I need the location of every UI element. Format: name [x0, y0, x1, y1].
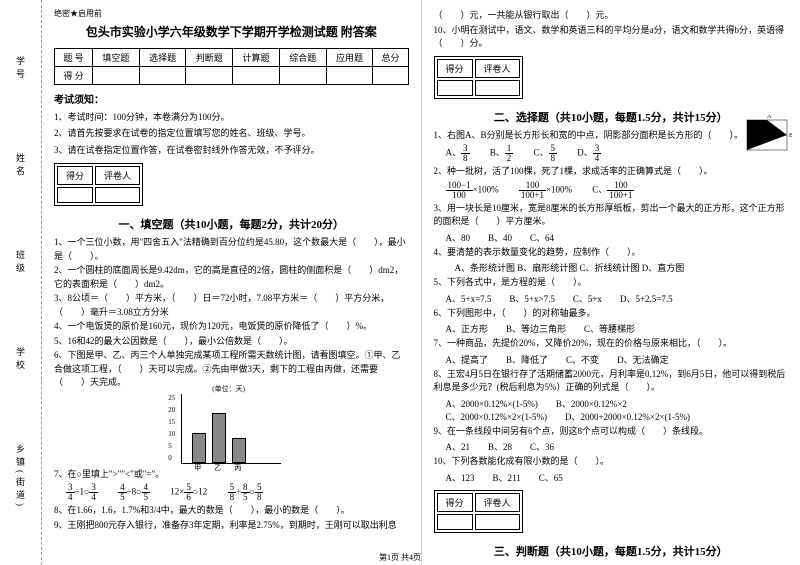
q2-1-opts: A、38 B、12 C、58 D、34	[446, 144, 789, 163]
notice-2: 2、请首先按要求在试卷的指定位置填写您的姓名、班级、学号。	[54, 126, 409, 140]
page-footer: 第1页 共4页	[379, 552, 421, 563]
q2-2: 2、种一批树，活了100棵，死了1棵，求成活率的正确算式是（ ）。	[434, 165, 789, 179]
y-0: 0	[168, 454, 172, 462]
q2-3-opts: A、80 B、40 C、64	[446, 231, 789, 244]
blank-cell	[279, 67, 326, 85]
score-box: 得分评卷人	[54, 163, 143, 206]
chart-unit: (单位：天)	[212, 384, 245, 394]
svg-text:B: B	[789, 133, 792, 139]
score-box-c2: 评卷人	[95, 166, 140, 185]
blank-cell	[186, 67, 233, 85]
notice-3: 3、请在试卷指定位置作答，在试卷密封线外作答无效，不予评分。	[54, 143, 409, 157]
score-table: 题 号 填空题 选择题 判断题 计算题 综合题 应用题 总分 得 分	[54, 48, 409, 85]
q1-3: 3、8公顷＝（ ）平方米，（ ）日＝72小时，7.08平方米＝（ ）平方分米，（…	[54, 292, 409, 319]
margin-xuexiao: 学校	[14, 347, 27, 373]
row2-label: 得 分	[55, 67, 93, 85]
q1-2: 2、一个圆柱的底面周长是9.42dm，它的高是直径的2倍，圆柱的侧面积是（ ）d…	[54, 264, 409, 291]
blank-cell	[233, 67, 280, 85]
y-15: 15	[168, 418, 175, 426]
q2-10-opts: A、123 B、211 C、65	[446, 471, 789, 484]
th-5: 综合题	[279, 49, 326, 67]
q1-5: 5、16和42的最大公因数是（ ），最小公倍数是（ ）。	[54, 335, 409, 349]
q1-7-opts: 34÷1○34 45÷8○45 12×56○12 58÷85○58	[66, 483, 409, 502]
score-box-3: 得分评卷人	[434, 490, 523, 533]
q2-6-opts: A、正方形 B、等边三角形 C、等腰梯形	[446, 322, 789, 335]
margin-xingming: 姓名	[14, 153, 27, 179]
y-10: 10	[168, 430, 175, 438]
th-3: 判断题	[186, 49, 233, 67]
exam-title: 包头市实验小学六年级数学下学期开学检测试题 附答案	[54, 23, 409, 40]
blank-cell	[92, 67, 139, 85]
q1-8: 8、在1.66，1.6，1.7%和3/4中，最大的数是（ ），最小的数是（ ）。	[54, 504, 409, 518]
blank-cell	[57, 187, 93, 203]
score-box-c1: 得分	[57, 166, 93, 185]
th-7: 总分	[373, 49, 408, 67]
y-25: 25	[168, 394, 175, 402]
confidential-label: 绝密★启用前	[54, 8, 409, 19]
blank-cell	[373, 67, 408, 85]
q2-3: 3、用一块长是10厘米，宽是8厘米的长方形厚纸板，剪出一个最大的正方形，这个正方…	[434, 202, 789, 229]
score-box-2: 得分评卷人	[434, 56, 523, 99]
q1-1: 1、一个三位小数，用"四舍五入"法精确到百分位约是45.80，这个数最大是（ ）…	[54, 236, 409, 263]
q2-9-opts: A、21 B、28 C、36	[446, 440, 789, 453]
y-5: 5	[168, 442, 172, 450]
q2-4-opts: A、条形统计图 B、扇形统计图 C、折线统计图 D、直方图	[446, 261, 789, 274]
th-2: 选择题	[139, 49, 186, 67]
svg-text:A: A	[767, 115, 772, 120]
bar-chart: (单位：天) 25 20 15 10 5 0 甲 乙 丙	[181, 394, 281, 464]
blank-cell	[139, 67, 186, 85]
q2-7-opts: A、提高了 B、降低了 C、不变 D、无法确定	[446, 353, 789, 366]
section3-title: 三、判断题（共10小题，每题1.5分，共计15分）	[434, 543, 789, 559]
blank-cell	[326, 67, 373, 85]
q2-7: 7、一种商品，先提价20%，又降价20%，现在的价格与原来相比，（ ）。	[434, 337, 789, 351]
x-jia: 甲	[194, 463, 201, 473]
th-0: 题 号	[55, 49, 93, 67]
notice-1: 1、考试时间：100分钟，本卷满分为100分。	[54, 110, 409, 124]
q2-5-opts: A、5+x=7.5 B、5+x>7.5 C、5+x D、5+2.5=7.5	[446, 292, 789, 305]
bar-1	[192, 433, 206, 463]
q2-5: 5、下列各式中，是方程的是（ ）。	[434, 276, 789, 290]
y-20: 20	[168, 406, 175, 414]
notice-head: 考试须知：	[54, 91, 409, 106]
q2-10: 10、下列各数能化成有限小数的是（ ）。	[434, 455, 789, 469]
q2-4: 4、要清楚的表示数量变化的趋势，应制作（ ）。	[434, 246, 789, 260]
q2-6: 6、下列图形中，（ ）的对称轴最多。	[434, 307, 789, 321]
q2-8: 8、王宏4月5日在银行存了活期储蓄2000元，月利率是0.12%，到6月5日，他…	[434, 368, 789, 395]
blank-cell	[475, 80, 520, 96]
th-6: 应用题	[326, 49, 373, 67]
section1-title: 一、填空题（共10小题，每题2分，共计20分）	[54, 216, 409, 232]
th-1: 填空题	[92, 49, 139, 67]
x-yi: 乙	[214, 463, 221, 473]
q2-1: 1、右图A、B分别是长方形长和宽的中点，阴影部分面积是长方形的（ ）。	[434, 129, 789, 143]
bar-2	[212, 413, 226, 463]
margin-xiangzhen: 乡镇(街道)	[14, 444, 27, 510]
q1-7: 7、在○里填上">""<"或"="。	[54, 468, 409, 482]
margin-xuehao: 学号	[14, 56, 27, 82]
col2-l1: （ ）元，一共能从银行取出（ ）元。	[434, 9, 789, 23]
blank-cell	[437, 80, 473, 96]
score-box2-c1: 得分	[437, 59, 473, 78]
margin-banji: 班级	[14, 250, 27, 276]
blank-cell	[475, 514, 520, 530]
col2-l2: 10、小明在测试中，语文、数学和英语三科的平均分是a分，语文和数学共得b分，英语…	[434, 24, 789, 51]
bar-3	[232, 438, 246, 463]
blank-cell	[95, 187, 140, 203]
score-box3-c1: 得分	[437, 493, 473, 512]
q2-8-opts: A、2000×0.12%×(1-5%) B、2000×0.12%×2C、2000…	[446, 397, 789, 423]
q1-9: 9、王刚把800元存入银行，准备存3年定期，利率是2.75%，到期时，王刚可以取…	[54, 519, 409, 533]
section2-title: 二、选择题（共10小题，每题1.5分，共计15分）	[434, 109, 789, 125]
q2-9: 9、在一条线段中间另有6个点，则这8个点可以构成（ ）条线段。	[434, 425, 789, 439]
score-box3-c2: 评卷人	[475, 493, 520, 512]
blank-cell	[437, 514, 473, 530]
score-box2-c2: 评卷人	[475, 59, 520, 78]
q2-2-opts: 100−1100×100% 100100+1×100% C、100100+1	[446, 181, 789, 200]
rectangle-diagram: A B	[742, 115, 792, 155]
x-bing: 丙	[234, 463, 241, 473]
th-4: 计算题	[233, 49, 280, 67]
q1-4: 4、一个电饭煲的原价是160元，现价为120元，电饭煲的原价降低了（ ）%。	[54, 320, 409, 334]
